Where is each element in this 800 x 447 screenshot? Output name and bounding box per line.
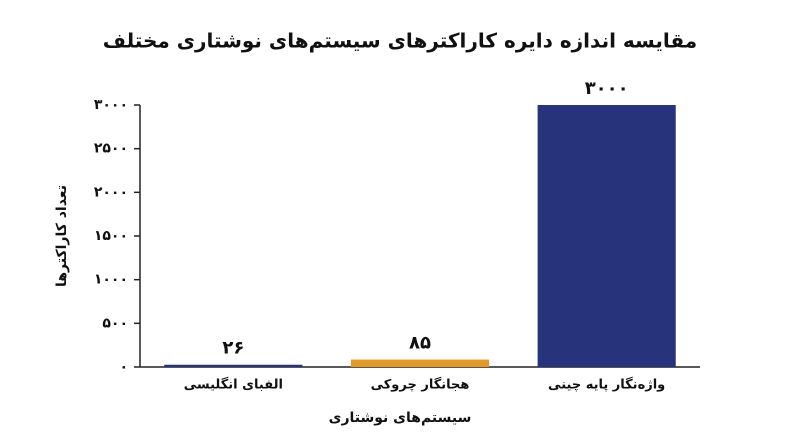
x-tick-label: الفبای انگلیسی [184, 377, 283, 393]
x-tick-label: هجانگار چروکی [371, 377, 470, 393]
value-label: ۳۰۰۰ [585, 78, 629, 99]
y-tick-label: ۵۰۰ [102, 315, 128, 331]
y-axis-label: تعداد کاراکترها [54, 185, 70, 287]
y-tick-label: ۲۵۰۰ [94, 141, 128, 157]
y-tick-label: ۳۰۰۰ [94, 97, 128, 113]
x-tick-label: واژه‌نگار پایه چینی [548, 377, 665, 393]
value-label: ۸۵ [409, 333, 431, 354]
y-tick-label: ۱۰۰۰ [94, 272, 128, 288]
bar [350, 359, 490, 367]
chart-title: مقایسه اندازه دایره کاراکترهای سیستم‌های… [103, 29, 697, 53]
y-tick-label: ۰ [119, 359, 128, 375]
y-tick-label: ۲۰۰۰ [94, 184, 128, 200]
bar [537, 105, 676, 367]
x-axis-label: سیستم‌های نوشتاری [329, 410, 472, 426]
bar [164, 364, 303, 367]
value-label: ۲۶ [222, 338, 244, 359]
y-tick-label: ۱۵۰۰ [94, 228, 128, 244]
